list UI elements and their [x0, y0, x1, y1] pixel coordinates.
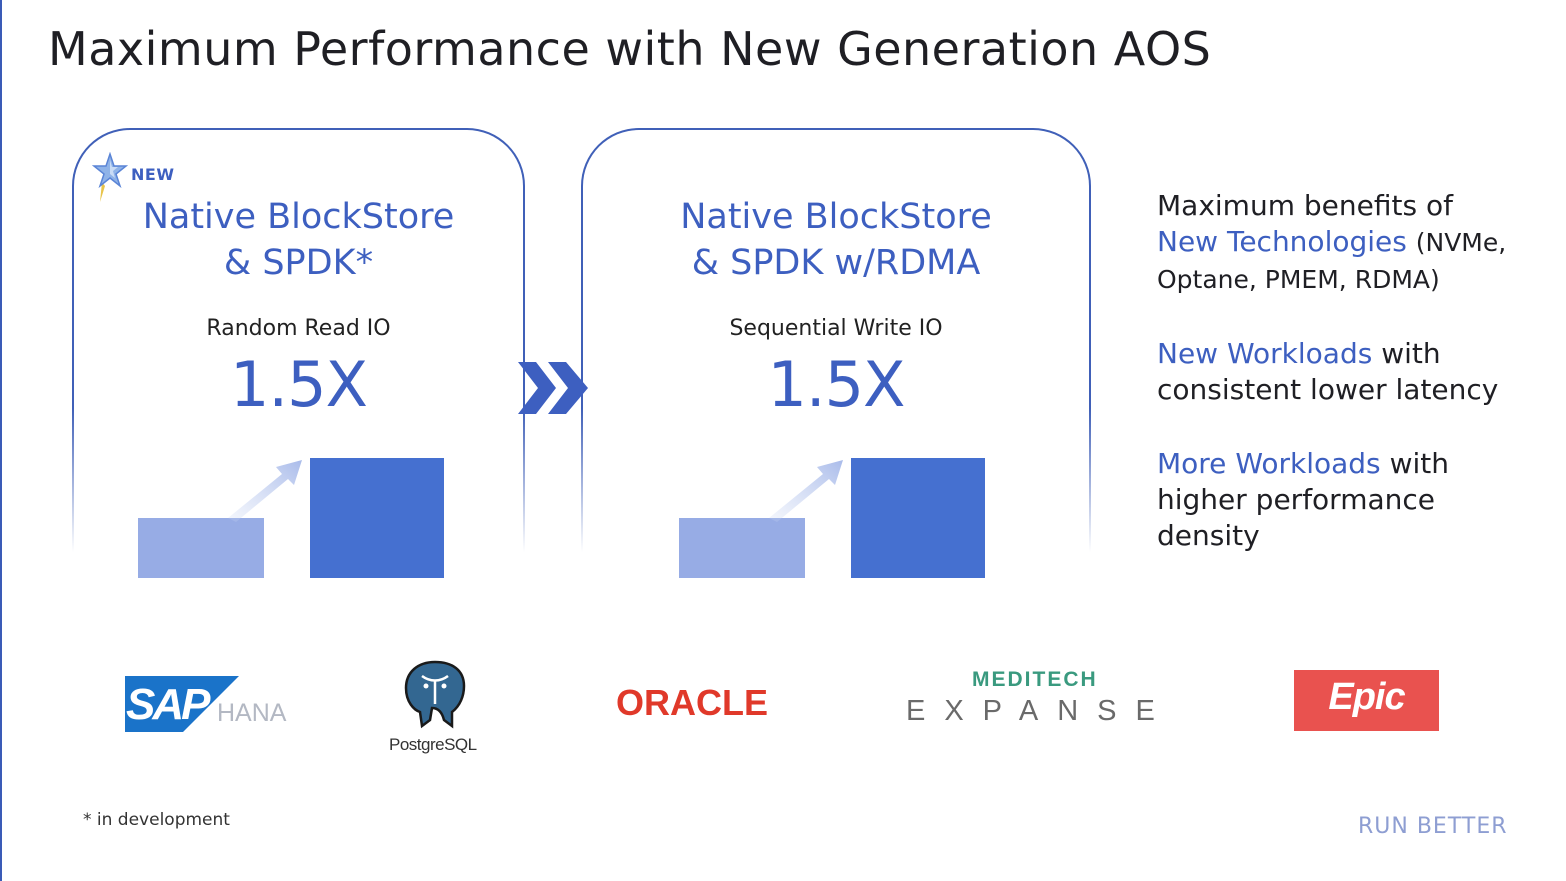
panel-native-blockstore-spdk-rdma: Native BlockStore & SPDK w/RDMA Sequenti…	[580, 128, 1092, 578]
metric-label: Random Read IO	[206, 316, 391, 341]
improved-bar	[851, 458, 985, 578]
benefits-list: Maximum benefits of New Technologies (NV…	[1157, 188, 1557, 592]
new-badge-label: NEW	[131, 165, 175, 184]
hana-logo-text: HANA	[217, 699, 287, 727]
benefit-new-workloads: New Workloads with consistent lower late…	[1157, 336, 1557, 408]
baseline-bar	[679, 518, 805, 578]
benefit-more-workloads: More Workloads with higher performance d…	[1157, 446, 1487, 554]
baseline-bar	[138, 518, 264, 578]
benefit-detail: (NVMe, Optane, PMEM, RDMA)	[1157, 228, 1507, 294]
epic-logo: Epic	[1328, 676, 1405, 718]
benefit-new-technologies: Maximum benefits of New Technologies (NV…	[1157, 188, 1557, 298]
benefit-highlight: New Workloads	[1157, 337, 1373, 370]
panel-heading-line2: & SPDK*	[223, 243, 374, 283]
benefit-rest: with higher performance density	[1157, 447, 1449, 552]
panel-heading-line1: Native BlockStore	[680, 197, 992, 237]
improved-bar	[310, 458, 444, 578]
benefit-rest: with consistent lower latency	[1157, 337, 1499, 406]
slide-title: Maximum Performance with New Generation …	[48, 22, 1212, 76]
growth-arrow-icon	[769, 460, 843, 522]
double-chevron-right-icon	[518, 362, 588, 414]
footnote: * in development	[83, 810, 230, 830]
oracle-logo: ORACLE	[616, 682, 768, 723]
metric-label: Sequential Write IO	[729, 316, 943, 341]
growth-arrow-icon	[228, 460, 302, 522]
benefit-highlight: New Technologies	[1157, 225, 1407, 258]
panel-heading-line1: Native BlockStore	[142, 197, 455, 237]
metric-value: 1.5X	[767, 348, 905, 421]
metric-value: 1.5X	[229, 348, 368, 421]
benefit-lead: Maximum benefits of	[1157, 189, 1453, 222]
postgresql-logo-text: PostgreSQL	[389, 735, 477, 754]
meditech-logo: MEDITECH	[972, 668, 1098, 691]
panel-native-blockstore-spdk: Native BlockStore & SPDK* Random Read IO…	[71, 128, 526, 578]
new-star-icon	[92, 152, 128, 202]
epic-logo-background	[1294, 670, 1439, 731]
slide-left-edge	[0, 0, 2, 881]
postgresql-elephant-icon	[404, 660, 466, 729]
expanse-logo-text: EXPANSE	[906, 695, 1174, 727]
sap-logo: SAP	[126, 680, 211, 729]
panel-heading-line2: & SPDK w/RDMA	[691, 243, 981, 283]
tagline: RUN BETTER	[1358, 814, 1508, 839]
sap-logo-background	[125, 676, 239, 732]
benefit-highlight: More Workloads	[1157, 447, 1381, 480]
